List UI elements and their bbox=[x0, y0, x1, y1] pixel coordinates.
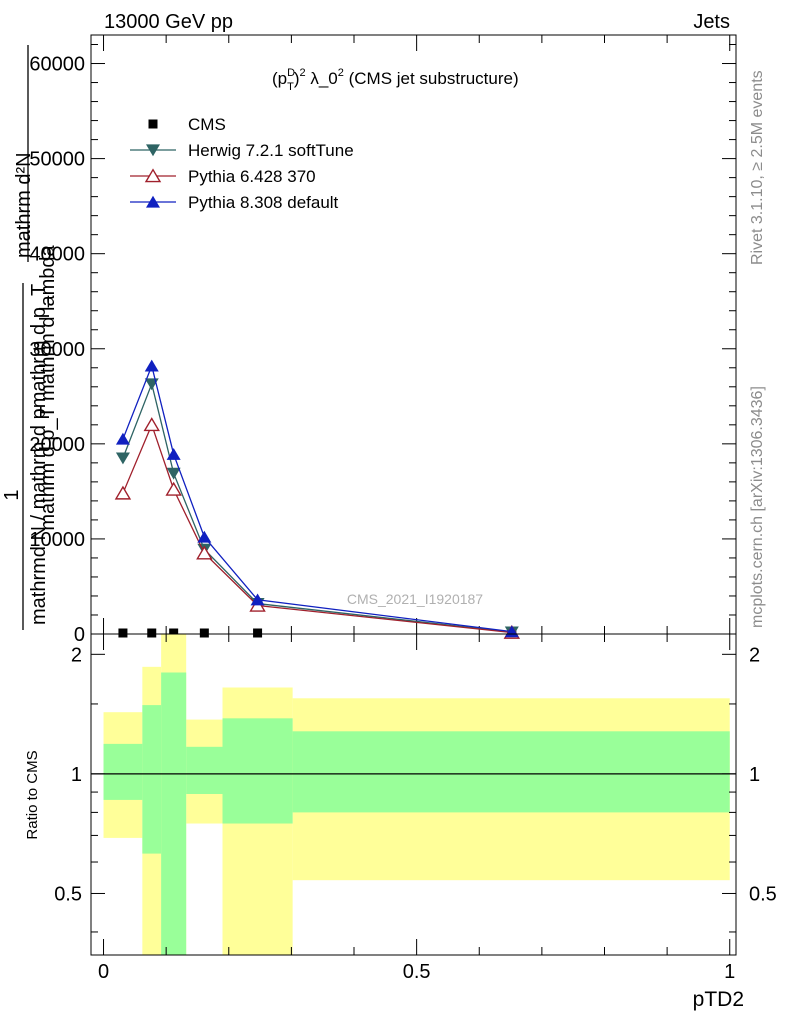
series-point-0 bbox=[169, 628, 179, 638]
main-ytick-label: 30000 bbox=[29, 339, 85, 361]
series-point-0 bbox=[199, 628, 209, 638]
ratio-band-green bbox=[103, 743, 143, 800]
series-point-3 bbox=[115, 432, 130, 445]
main-panel: 0 10000 20000 30000 40000 50000 60000 (pD T)2 λ… bbox=[1, 34, 737, 646]
ratio-ytick-label: 1 bbox=[71, 764, 82, 786]
series-point-0 bbox=[253, 628, 263, 638]
series-point-0 bbox=[147, 628, 157, 638]
legend: CMS Herwig 7.2.1 softTune Pythia 6.428 370… bbox=[130, 115, 354, 212]
ratio-xtick-label: 1 bbox=[724, 961, 735, 983]
legend-marker bbox=[146, 195, 160, 208]
main-ytick-label: 50000 bbox=[29, 149, 85, 171]
energy-label: 13000 GeV pp bbox=[104, 11, 233, 33]
series-line-1 bbox=[122, 381, 512, 633]
mcplots-label: mcplots.cern.ch [arXiv:1306.3436] bbox=[749, 386, 766, 628]
ratio-xlabel: pTD2 bbox=[693, 988, 744, 1011]
watermark: CMS_2021_I1920187 bbox=[347, 591, 483, 607]
series-point-3 bbox=[166, 448, 181, 460]
ratio-ticks: 0.5 0.5 1 1 2 2 0 0.5 1 bbox=[54, 634, 777, 983]
ratio-ylabel: Ratio to CMS bbox=[24, 750, 41, 839]
legend-marker bbox=[144, 168, 162, 183]
legend-marker bbox=[148, 119, 158, 129]
series-point-3 bbox=[250, 593, 265, 606]
ratio-ytick-label-right: 2 bbox=[749, 644, 760, 666]
ratio-xtick-label: 0 bbox=[98, 961, 109, 983]
series-point-2 bbox=[114, 485, 132, 500]
series-point-0 bbox=[118, 628, 128, 638]
ratio-ytick-label-right: 1 bbox=[749, 764, 760, 786]
ratio-ytick-label: 0.5 bbox=[54, 883, 82, 905]
ratio-band-green bbox=[161, 672, 187, 955]
series-point-2 bbox=[196, 545, 213, 560]
series-point-3 bbox=[144, 359, 159, 372]
ratio-band-green bbox=[222, 718, 293, 824]
main-ytick-label: 10000 bbox=[29, 529, 85, 551]
series-point-2 bbox=[165, 481, 182, 496]
main-series bbox=[114, 359, 521, 639]
ratio-band-green bbox=[142, 705, 162, 854]
category-label: Jets bbox=[693, 11, 730, 33]
legend-label: Pythia 8.308 default bbox=[188, 193, 339, 212]
ylabel-mid: mathrm d p_T mathrm d lambda bbox=[37, 244, 59, 530]
legend-label: Pythia 6.428 370 bbox=[188, 167, 316, 186]
series-line-3 bbox=[122, 363, 512, 633]
rivet-label: Rivet 3.1.10, ≥ 2.5M events bbox=[749, 70, 766, 265]
chart-title: (pD T)2 λ_02 (CMS jet substructure) bbox=[272, 67, 519, 93]
main-ytick-label: 40000 bbox=[29, 244, 85, 266]
ratio-bands bbox=[91, 634, 736, 955]
series-line-2 bbox=[122, 422, 512, 634]
ratio-frame bbox=[90, 633, 737, 956]
series-point-2 bbox=[143, 417, 160, 432]
ratio-ytick-label: 2 bbox=[71, 644, 82, 666]
main-ytick-label: 20000 bbox=[29, 434, 85, 456]
ylabel-top: mathrm d²N bbox=[13, 152, 35, 258]
ylabel-bottom: mathrmd N / mathrm d pmathrm d p_T bbox=[28, 284, 50, 625]
legend-marker bbox=[146, 144, 160, 157]
ratio-band-green bbox=[292, 731, 730, 813]
legend-label: Herwig 7.2.1 softTune bbox=[188, 141, 354, 160]
series-point-3 bbox=[197, 530, 212, 543]
ylabel-one: 1 bbox=[1, 489, 23, 500]
ratio-panel: 0.5 0.5 1 1 2 2 0 0.5 1 Ratio to CMS pTD2 bbox=[24, 633, 777, 1011]
ratio-xtick-label: 0.5 bbox=[403, 961, 431, 983]
series-point-1 bbox=[166, 467, 181, 480]
ratio-ytick-label-right: 0.5 bbox=[749, 883, 777, 905]
legend-label: CMS bbox=[188, 115, 226, 134]
main-ytick-label: 60000 bbox=[29, 54, 85, 76]
ratio-band-green bbox=[186, 746, 223, 794]
main-ytick-label: 0 bbox=[74, 624, 85, 646]
main-ticks: 0 10000 20000 30000 40000 50000 60000 bbox=[29, 35, 736, 646]
series-point-1 bbox=[115, 452, 130, 465]
